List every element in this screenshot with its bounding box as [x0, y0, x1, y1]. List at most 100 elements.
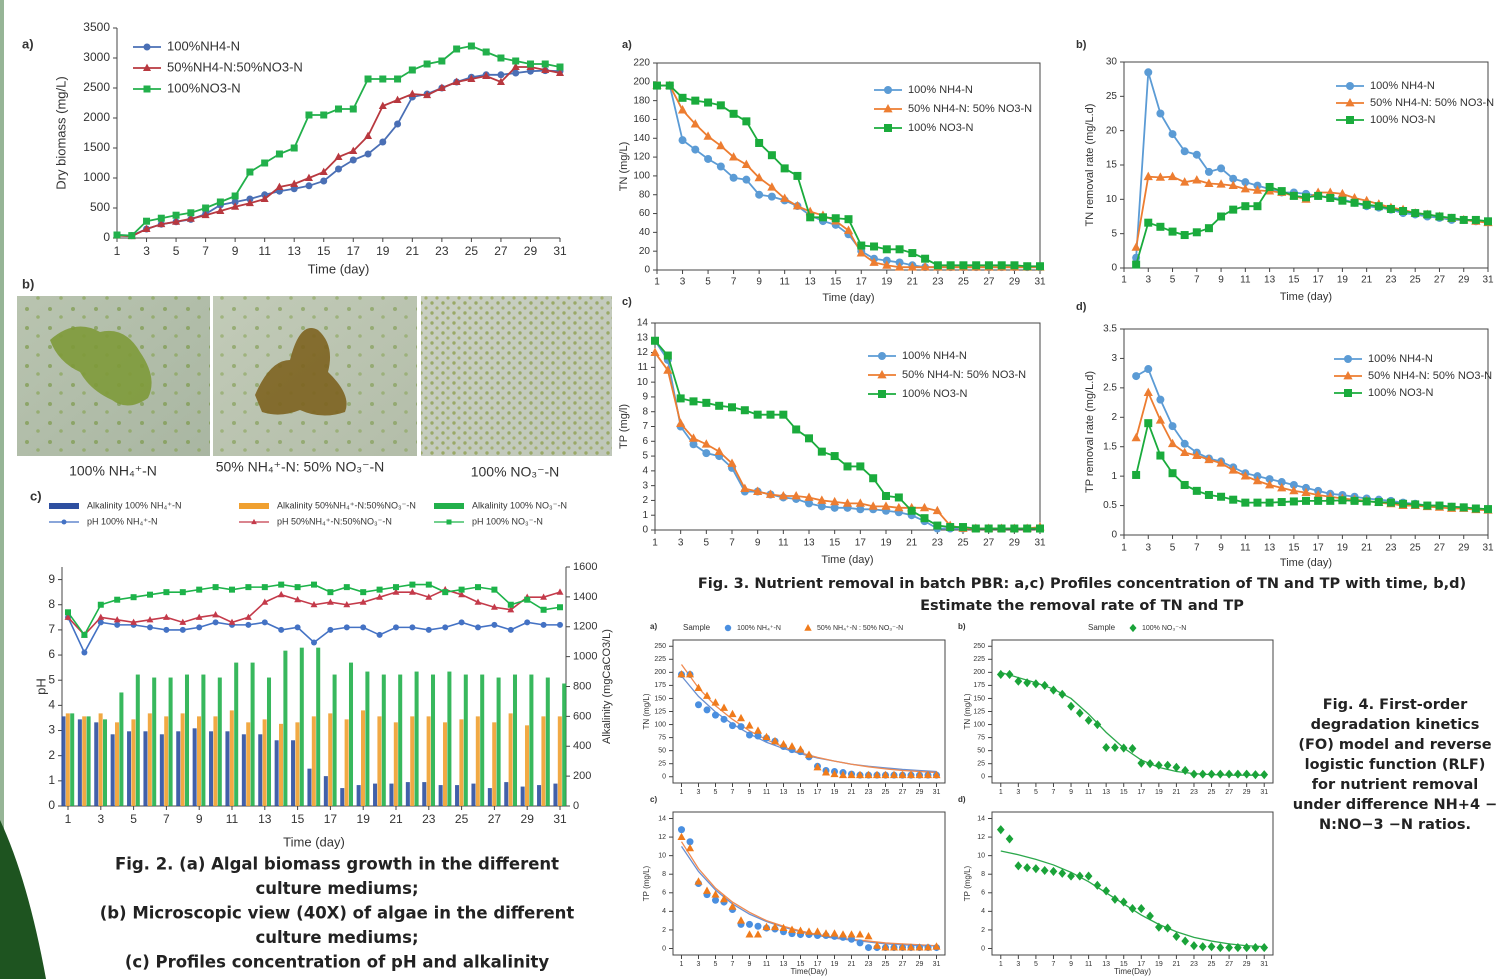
- y2-tick-label: 200: [573, 770, 591, 782]
- y-tick-label: 1: [48, 773, 55, 787]
- data-point: [923, 943, 933, 951]
- series-line: [1000, 671, 1265, 776]
- data-point: [97, 601, 104, 608]
- x-tick-label: 23: [932, 538, 944, 549]
- data-point: [364, 150, 372, 158]
- bar: [266, 677, 272, 806]
- x-tick-label: 21: [848, 961, 856, 968]
- x-tick-label: 3: [680, 277, 686, 288]
- data-point: [882, 260, 892, 269]
- legend-marker: [1129, 623, 1137, 633]
- data-point: [838, 770, 848, 779]
- data-point: [1228, 180, 1238, 189]
- data-point: [245, 584, 252, 591]
- data-point: [81, 649, 88, 656]
- data-point: [310, 600, 318, 608]
- data-point: [277, 590, 285, 598]
- y-tick-label: 20: [1106, 125, 1118, 136]
- figure-caption: logistic function (RLF): [1305, 757, 1486, 773]
- data-point: [695, 701, 702, 709]
- data-point: [1252, 475, 1263, 485]
- x-tick-label: 11: [763, 961, 770, 968]
- data-point: [1132, 260, 1141, 269]
- bar: [541, 716, 546, 806]
- data-point: [157, 214, 165, 222]
- x-tick-label: 25: [1410, 543, 1422, 554]
- data-point: [228, 618, 236, 625]
- data-point: [813, 762, 822, 771]
- x-tick-label: 9: [748, 789, 752, 796]
- data-point: [360, 589, 367, 596]
- x-tick-label: 31: [933, 789, 941, 796]
- data-point: [1036, 524, 1044, 533]
- data-point: [712, 896, 719, 904]
- legend-marker: [884, 86, 892, 94]
- data-point: [212, 611, 220, 618]
- y-tick-label: 1.5: [1103, 441, 1117, 452]
- data-point: [65, 609, 71, 616]
- bar: [262, 719, 267, 806]
- x-tick-label: 13: [1264, 543, 1276, 554]
- x-tick-label: 27: [1434, 275, 1446, 286]
- x-tick-label: 7: [731, 961, 735, 968]
- data-point: [894, 502, 904, 512]
- x-tick-label: 31: [1260, 789, 1268, 796]
- bar: [459, 719, 464, 806]
- data-point: [919, 502, 930, 512]
- data-point: [1289, 497, 1298, 506]
- data-point: [1192, 150, 1201, 159]
- x-tick-label: 9: [756, 277, 762, 288]
- data-point: [1144, 68, 1153, 77]
- plot-frame: [1123, 328, 1489, 536]
- y-tick-label: 14: [977, 815, 985, 822]
- data-point: [872, 941, 882, 949]
- y-tick-label: 5: [642, 451, 648, 462]
- y-tick-label: 500: [90, 200, 110, 214]
- data-point: [458, 619, 465, 626]
- data-point: [1204, 224, 1213, 233]
- data-point: [1146, 911, 1154, 921]
- data-point: [231, 198, 239, 206]
- y-tick-label: 120: [633, 152, 650, 163]
- x-tick-label: 5: [1170, 543, 1176, 554]
- x-tick-label: 19: [357, 812, 371, 826]
- y-tick-label: 1: [642, 510, 648, 521]
- data-point: [843, 462, 852, 471]
- x-tick-label: 25: [1410, 275, 1422, 286]
- data-point: [1040, 680, 1049, 690]
- x-tick-label: 19: [880, 538, 892, 549]
- y-axis-label: TP (mg/L): [642, 865, 651, 901]
- data-point: [817, 502, 826, 511]
- x-tick-label: 25: [958, 277, 970, 288]
- data-point: [805, 434, 813, 443]
- x-tick-label: 29: [1243, 789, 1251, 796]
- x-tick-label: 7: [1052, 961, 1056, 968]
- x-tick-label: 1: [1121, 543, 1127, 554]
- data-point: [304, 173, 313, 181]
- data-point: [855, 498, 865, 507]
- y2-tick-label: 1600: [573, 561, 597, 573]
- x-tick-label: 23: [1385, 275, 1397, 286]
- data-point: [1234, 769, 1242, 779]
- data-point: [1132, 470, 1141, 479]
- data-point: [694, 683, 703, 691]
- data-point: [1172, 762, 1181, 772]
- data-point: [663, 365, 673, 374]
- y-tick-label: 25: [658, 761, 666, 768]
- data-point: [1156, 222, 1165, 231]
- data-point: [804, 492, 814, 501]
- bar: [234, 662, 239, 806]
- data-point: [556, 588, 564, 595]
- y-tick-label: 250: [654, 643, 666, 650]
- data-point: [805, 499, 813, 508]
- x-tick-label: 15: [830, 277, 842, 288]
- data-point: [475, 624, 481, 631]
- x-tick-label: 25: [1208, 789, 1216, 796]
- data-point: [742, 175, 751, 184]
- legend-marker: [724, 624, 732, 632]
- data-point: [1217, 164, 1226, 173]
- y-tick-label: 6: [662, 890, 666, 897]
- data-point: [1049, 866, 1058, 876]
- legend-marker: [143, 43, 151, 51]
- legend-marker: [1344, 389, 1352, 397]
